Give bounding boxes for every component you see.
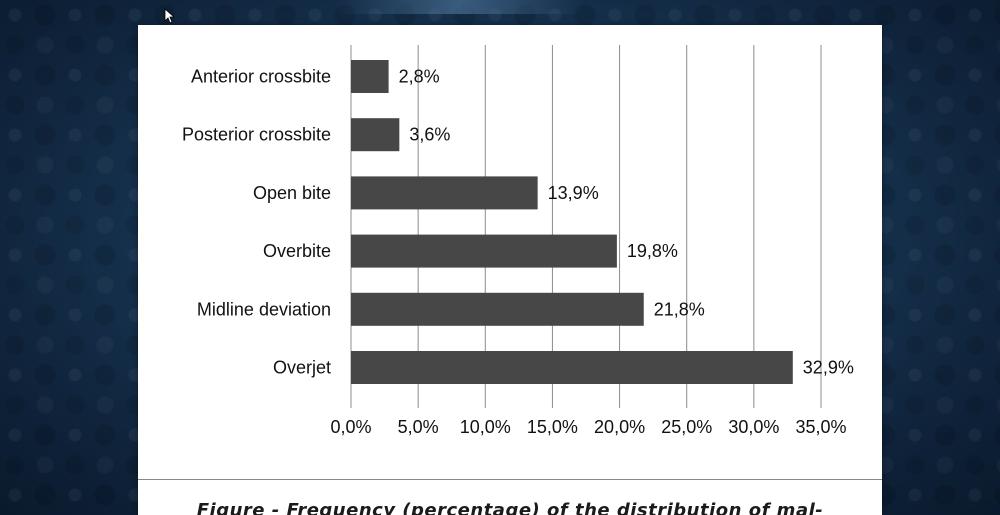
value-label: 2,8% (399, 67, 440, 87)
bars (351, 60, 793, 384)
x-tick-label: 15,0% (527, 417, 578, 437)
value-label: 32,9% (803, 358, 854, 378)
x-tick-label: 20,0% (594, 417, 645, 437)
mouse-cursor-icon (164, 8, 174, 24)
value-label: 3,6% (409, 125, 450, 145)
bar (351, 176, 538, 210)
category-label: Overbite (263, 241, 331, 261)
grid-lines (350, 45, 822, 408)
figure-caption: Figure - Frequency (percentage) of the d… (196, 500, 824, 515)
x-tick-label: 0,0% (330, 417, 371, 437)
category-label: Overjet (273, 358, 331, 378)
value-label: 21,8% (654, 299, 705, 319)
category-label: Open bite (253, 183, 331, 203)
x-tick-label: 30,0% (728, 417, 779, 437)
bar (351, 351, 793, 384)
value-label: 19,8% (627, 241, 678, 261)
bar-chart: Anterior crossbite Posterior crossbite Ope… (182, 45, 854, 437)
category-label: Posterior crossbite (182, 125, 331, 145)
caption-divider (138, 479, 882, 480)
category-labels: Anterior crossbite Posterior crossbite Ope… (182, 67, 331, 378)
x-tick-label: 35,0% (795, 417, 846, 437)
x-axis-tick-labels: 0,0% 5,0% 10,0% 15,0% 20,0% 25,0% 30,0% 35,0% (330, 417, 846, 437)
slide-card: Anterior crossbite Posterior crossbite Ope… (138, 25, 882, 515)
bar (351, 60, 389, 93)
category-label: Midline deviation (197, 299, 331, 319)
x-tick-label: 10,0% (460, 417, 511, 437)
x-tick-label: 5,0% (398, 417, 439, 437)
slide-title-remnant (335, 0, 585, 14)
x-tick-label: 25,0% (661, 417, 712, 437)
bar (351, 234, 617, 268)
bar (351, 118, 400, 152)
bar (351, 292, 644, 326)
value-label: 13,9% (548, 183, 599, 203)
category-label: Anterior crossbite (191, 67, 331, 87)
value-labels: 2,8% 3,6% 13,9% 19,8% 21,8% 32,9% (399, 67, 854, 378)
